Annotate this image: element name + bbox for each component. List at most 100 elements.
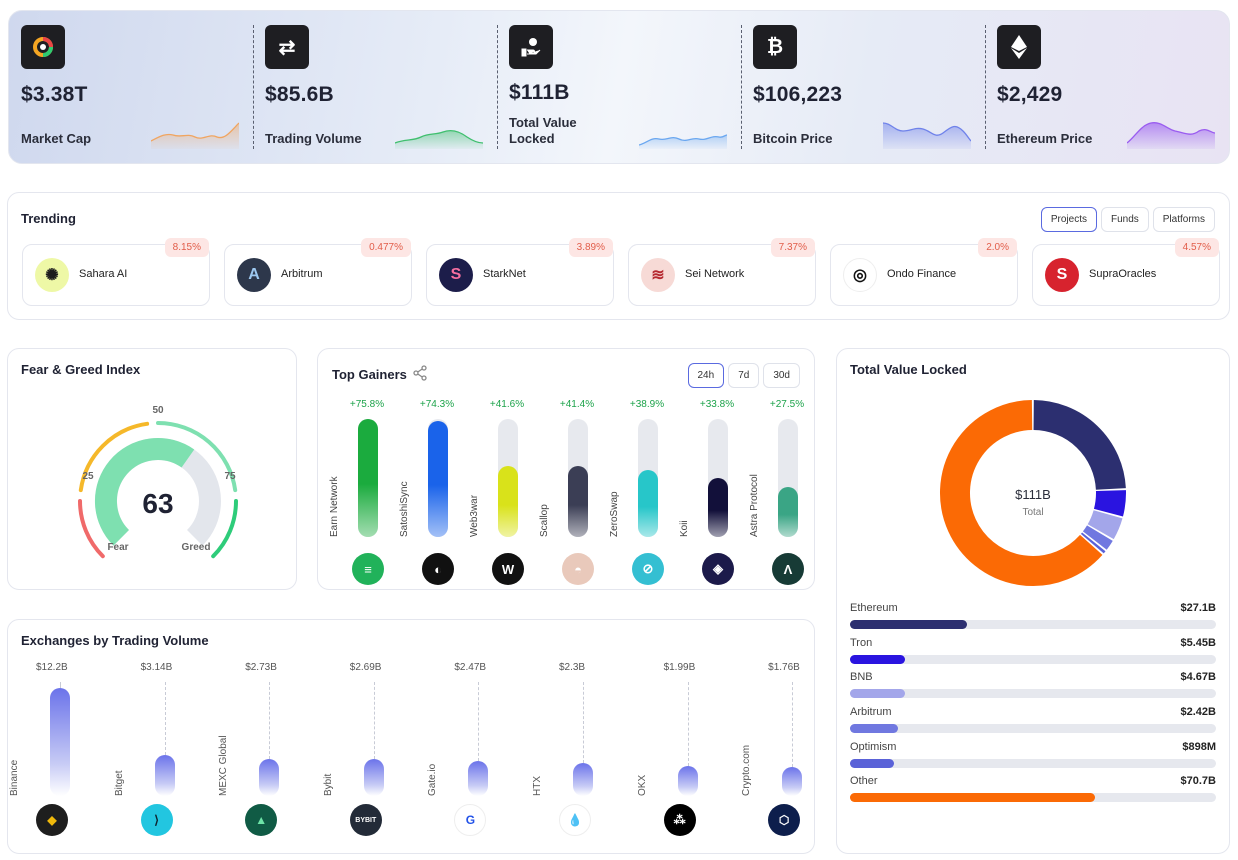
project-logo-icon: A: [237, 258, 271, 292]
exchange-name: Bitget: [113, 770, 125, 796]
exchange-item[interactable]: $1.99B OKX ⁂: [637, 658, 749, 850]
tvl-title: Total Value Locked: [850, 362, 967, 377]
trending-change-badge: 3.89%: [568, 238, 613, 257]
tvl-breakdown-row[interactable]: Ethereum $27.1B: [850, 601, 1216, 636]
tvl-progress-fill: [850, 758, 894, 768]
exchange-item[interactable]: $1.76B Crypto.com ⬡: [741, 658, 853, 850]
ethereum-price-label: Ethereum Price: [997, 131, 1093, 146]
trending-item[interactable]: 4.57% S SupraOracles: [1032, 238, 1220, 306]
gainer-logo-icon: ◈: [702, 553, 734, 585]
tvl-progress-fill: [850, 724, 898, 734]
exchange-item[interactable]: $2.3B HTX 💧: [532, 658, 644, 850]
trending-change-badge: 2.0%: [978, 238, 1017, 257]
trending-item[interactable]: 0.477% A Arbitrum: [224, 238, 412, 306]
gainer-bar-track: [498, 419, 518, 537]
tvl-progress-fill: [850, 793, 1096, 803]
trending-item-name: Sahara AI: [79, 268, 128, 280]
project-logo-icon: ◎: [843, 258, 877, 292]
tvl-stat-label: Total Value Locked: [509, 115, 577, 146]
exchange-guide-line: [269, 682, 271, 760]
exchange-item[interactable]: $12.2B Binance ◆: [9, 658, 121, 850]
market-cap-sparkline: [151, 122, 239, 149]
trending-item[interactable]: 7.37% ≋ Sei Network: [628, 238, 816, 306]
fear-greed-card: Fear & Greed Index 63 25 50 75 Fear Greed: [7, 348, 297, 590]
gainer-bar-track: [708, 419, 728, 537]
gainer-item[interactable]: +74.3% SatoshiSync ◐: [399, 399, 472, 589]
stat-market-cap[interactable]: $3.38T Market Cap: [9, 11, 253, 163]
ethereum-price-value: $2,429: [997, 83, 1063, 106]
tab-projects[interactable]: Projects: [1040, 207, 1097, 232]
gainer-name: Web3war: [469, 494, 480, 537]
tvl-breakdown-row[interactable]: Tron $5.45B: [850, 636, 1216, 671]
tvl-chain-value: $4.67B: [1180, 671, 1216, 684]
trending-item[interactable]: 8.15% ✺ Sahara AI: [22, 238, 210, 306]
gainer-name: Astra Protocol: [749, 474, 760, 537]
exchange-volume: $2.73B: [245, 662, 277, 673]
tvl-progress-track: [850, 654, 1216, 664]
top-gainers-list: +75.8% Earn Network ≡ +74.3% SatoshiSync ◐ +41…: [329, 399, 822, 589]
exchange-item[interactable]: $2.47B Gate.io G: [427, 658, 539, 850]
stat-trading-volume[interactable]: ⇄ $85.6B Trading Volume: [253, 11, 497, 163]
tab-30d[interactable]: 30d: [763, 363, 800, 388]
exchange-guide-line: [373, 682, 375, 760]
stat-total-value-locked[interactable]: $111B Total Value Locked: [497, 11, 741, 163]
share-icon[interactable]: [412, 365, 428, 384]
exchange-guide-line: [582, 682, 584, 763]
trending-tabs: Projects Funds Platforms: [1040, 207, 1215, 232]
tvl-breakdown-row[interactable]: Optimism $898M: [850, 740, 1216, 775]
project-logo-icon: S: [439, 258, 473, 292]
gainer-item[interactable]: +27.5% Astra Protocol Λ: [749, 399, 822, 589]
tvl-breakdown-row[interactable]: Arbitrum $2.42B: [850, 705, 1216, 740]
trending-item-name: Sei Network: [685, 268, 745, 280]
donut-slice: [1093, 490, 1126, 517]
tab-7d[interactable]: 7d: [728, 363, 760, 388]
project-logo-icon: ≋: [641, 258, 675, 292]
gainer-item[interactable]: +33.8% Koii ◈: [679, 399, 752, 589]
bitcoin-price-label: Bitcoin Price: [753, 131, 833, 146]
donut-slice: [940, 400, 1103, 586]
gainer-bar-track: [638, 419, 658, 537]
stat-ethereum-price[interactable]: $2,429 Ethereum Price: [985, 11, 1229, 163]
gainer-bar-track: [568, 419, 588, 537]
tvl-stat-value: $111B: [509, 81, 570, 104]
exchange-name: OKX: [636, 774, 648, 796]
tab-funds[interactable]: Funds: [1100, 207, 1149, 232]
tvl-breakdown-row[interactable]: BNB $4.67B: [850, 670, 1216, 705]
exchange-guide-line: [164, 682, 166, 755]
gainer-bar-fill: [638, 469, 658, 537]
exchange-volume: $1.76B: [768, 662, 800, 673]
trending-change-badge: 7.37%: [770, 238, 815, 257]
tvl-chain-name: Other: [850, 775, 878, 788]
gainer-item[interactable]: +41.4% Scallop ◓: [539, 399, 612, 589]
exchange-logo-icon: ▲: [245, 804, 278, 836]
trending-item-name: Arbitrum: [281, 268, 323, 280]
gainer-item[interactable]: +38.9% ZeroSwap ⊘: [609, 399, 682, 589]
exchange-volume-bar: [677, 765, 698, 796]
trending-item[interactable]: 2.0% ◎ Ondo Finance: [830, 238, 1018, 306]
gauge-tick-label: 75: [224, 471, 236, 482]
tab-24h[interactable]: 24h: [687, 363, 725, 388]
gainer-name: ZeroSwap: [609, 491, 620, 537]
tvl-chain-name: Optimism: [850, 740, 897, 753]
exchange-item[interactable]: $2.69B Bybit BYBIT: [323, 658, 435, 850]
exchange-volume: $12.2B: [36, 662, 68, 673]
exchange-name: Bybit: [322, 773, 334, 796]
gainer-item[interactable]: +75.8% Earn Network ≡: [329, 399, 402, 589]
tvl-breakdown-row[interactable]: Other $70.7B: [850, 774, 1216, 809]
exchange-guide-line: [60, 682, 61, 688]
exchange-item[interactable]: $3.14B Bitget ⟩: [114, 658, 226, 850]
greed-label: Greed: [182, 542, 211, 553]
gainer-item[interactable]: +41.6% Web3war W: [469, 399, 542, 589]
gainer-bar-track: [428, 419, 448, 537]
exchanges-card: Exchanges by Trading Volume $12.2B Binanc…: [7, 619, 815, 854]
hand-coin-icon: [509, 25, 553, 69]
trending-item[interactable]: 3.89% S StarkNet: [426, 238, 614, 306]
tab-platforms[interactable]: Platforms: [1152, 207, 1215, 232]
exchange-item[interactable]: $2.73B MEXC Global ▲: [218, 658, 330, 850]
gainer-bar-fill: [708, 478, 728, 537]
gainer-bar-track: [358, 419, 378, 537]
stats-banner: $3.38T Market Cap ⇄ $85.6B Trading Volum…: [8, 10, 1230, 164]
tvl-progress-fill: [850, 654, 905, 664]
stat-bitcoin-price[interactable]: ₿ $106,223 Bitcoin Price: [741, 11, 985, 163]
trending-title: Trending: [21, 211, 76, 226]
